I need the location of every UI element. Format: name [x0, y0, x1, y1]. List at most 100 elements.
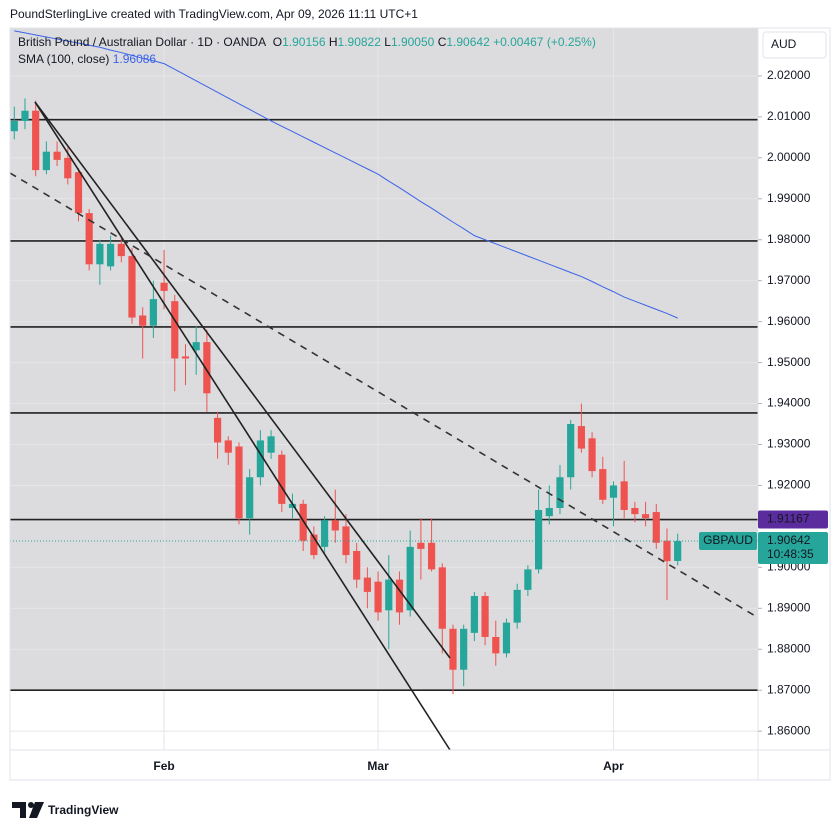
- ohlc-key: L: [384, 35, 391, 49]
- candle-body: [74, 172, 83, 214]
- candle-body: [85, 213, 93, 265]
- logo-mark: [28, 802, 34, 808]
- y-tick-label: 1.93000: [767, 437, 811, 451]
- candle-body: [417, 542, 425, 549]
- candle-body: [21, 110, 29, 121]
- dashed-trend-line: [9, 172, 758, 618]
- y-tick-label: 1.99000: [767, 191, 811, 205]
- change: +0.00467 (+0.25%): [493, 35, 596, 49]
- legend: British Pound / Australian Dollar · 1D ·…: [18, 35, 596, 49]
- candle-body: [449, 628, 457, 670]
- grid: [10, 28, 758, 750]
- candle-body: [128, 256, 136, 318]
- y-tick-label: 1.88000: [767, 641, 811, 655]
- candle-body: [149, 299, 157, 326]
- candle-body: [577, 426, 585, 449]
- currency-box: [762, 31, 827, 59]
- candle-body: [385, 579, 393, 611]
- candle-body: [139, 315, 147, 326]
- y-tick-label: 1.92000: [767, 478, 811, 492]
- candle-body: [534, 510, 543, 570]
- shaded-zone: [10, 28, 758, 690]
- candle-body: [641, 514, 650, 519]
- candle-body: [106, 243, 115, 267]
- candle-body: [246, 477, 254, 519]
- trend-line: [34, 101, 451, 751]
- candle-body: [567, 424, 575, 478]
- x-tick-label: Feb: [153, 759, 174, 773]
- candle-body: [492, 636, 500, 654]
- candle-body: [609, 485, 618, 498]
- candle-body: [556, 477, 564, 508]
- plot: [10, 30, 758, 695]
- candle-body: [320, 520, 329, 547]
- currency: AUD: [771, 37, 797, 51]
- candle-body: [470, 596, 478, 633]
- candle-body: [620, 481, 628, 511]
- candle-body: [331, 520, 339, 531]
- ohlc-value: 1.90642: [446, 35, 490, 49]
- candle-body: [353, 550, 361, 580]
- last-price-label: 1.90642: [767, 533, 811, 547]
- candle-body: [363, 577, 371, 592]
- logo: TradingView: [12, 802, 119, 818]
- candle-body: [631, 507, 639, 515]
- candle-body: [502, 622, 511, 654]
- ticker: GBPAUD: [703, 533, 753, 547]
- ohlc-value: 1.90822: [338, 35, 382, 49]
- candle-body: [213, 417, 222, 443]
- candle-body: [160, 282, 168, 291]
- axes: 1.860001.870001.880001.890001.900001.920…: [153, 68, 828, 773]
- candle-body: [64, 157, 72, 179]
- logo-mark: [12, 802, 26, 818]
- price-axis: [758, 28, 830, 780]
- candle-body: [42, 151, 50, 171]
- candle-body: [460, 628, 468, 670]
- x-tick-label: Mar: [367, 759, 389, 773]
- ohlc-key: C: [438, 35, 447, 49]
- symbol-title: British Pound / Australian Dollar · 1D ·…: [18, 35, 266, 49]
- candle-body: [235, 446, 243, 519]
- candle-body: [674, 541, 682, 561]
- candle-body: [652, 512, 660, 543]
- candle-body: [278, 454, 286, 504]
- candle-body: [374, 581, 382, 613]
- sma-line: [14, 30, 678, 319]
- candle-body: [224, 440, 232, 453]
- time-axis: [10, 750, 758, 780]
- marked-level-label: 1.91167: [767, 512, 810, 526]
- logo-mark: [29, 802, 44, 818]
- candle-body: [524, 569, 532, 590]
- candle-body: [299, 503, 307, 541]
- y-tick-label: 1.87000: [767, 682, 811, 696]
- candle-body: [513, 589, 521, 623]
- last-price-box: [758, 532, 828, 565]
- candle-body: [588, 438, 596, 472]
- y-tick-label: 1.89000: [767, 600, 811, 614]
- candle-body: [32, 110, 40, 171]
- attribution: PoundSterlingLive created with TradingVi…: [10, 7, 418, 21]
- candle-body: [406, 546, 414, 611]
- indicator-value: 1.96086: [113, 52, 157, 66]
- candle-body: [96, 243, 104, 265]
- candle-body: [192, 342, 200, 351]
- candle-body: [288, 503, 297, 508]
- y-tick-label: 1.95000: [767, 355, 811, 369]
- y-tick-label: 2.01000: [767, 109, 811, 123]
- frame: [9, 27, 831, 781]
- ohlc-key: H: [329, 35, 338, 49]
- candle-body: [545, 507, 553, 517]
- candle-body: [171, 301, 179, 359]
- candle-body: [181, 356, 190, 359]
- y-tick-label: 1.96000: [767, 314, 811, 328]
- y-tick-label: 1.98000: [767, 232, 811, 246]
- countdown: 10:48:35: [767, 547, 814, 561]
- candle-body: [342, 526, 350, 556]
- candle-body: [256, 440, 264, 478]
- candle-body: [53, 151, 61, 160]
- candle-body: [438, 567, 446, 629]
- brand: TradingView: [48, 803, 119, 817]
- candle-body: [481, 596, 489, 637]
- candle-body: [427, 542, 436, 570]
